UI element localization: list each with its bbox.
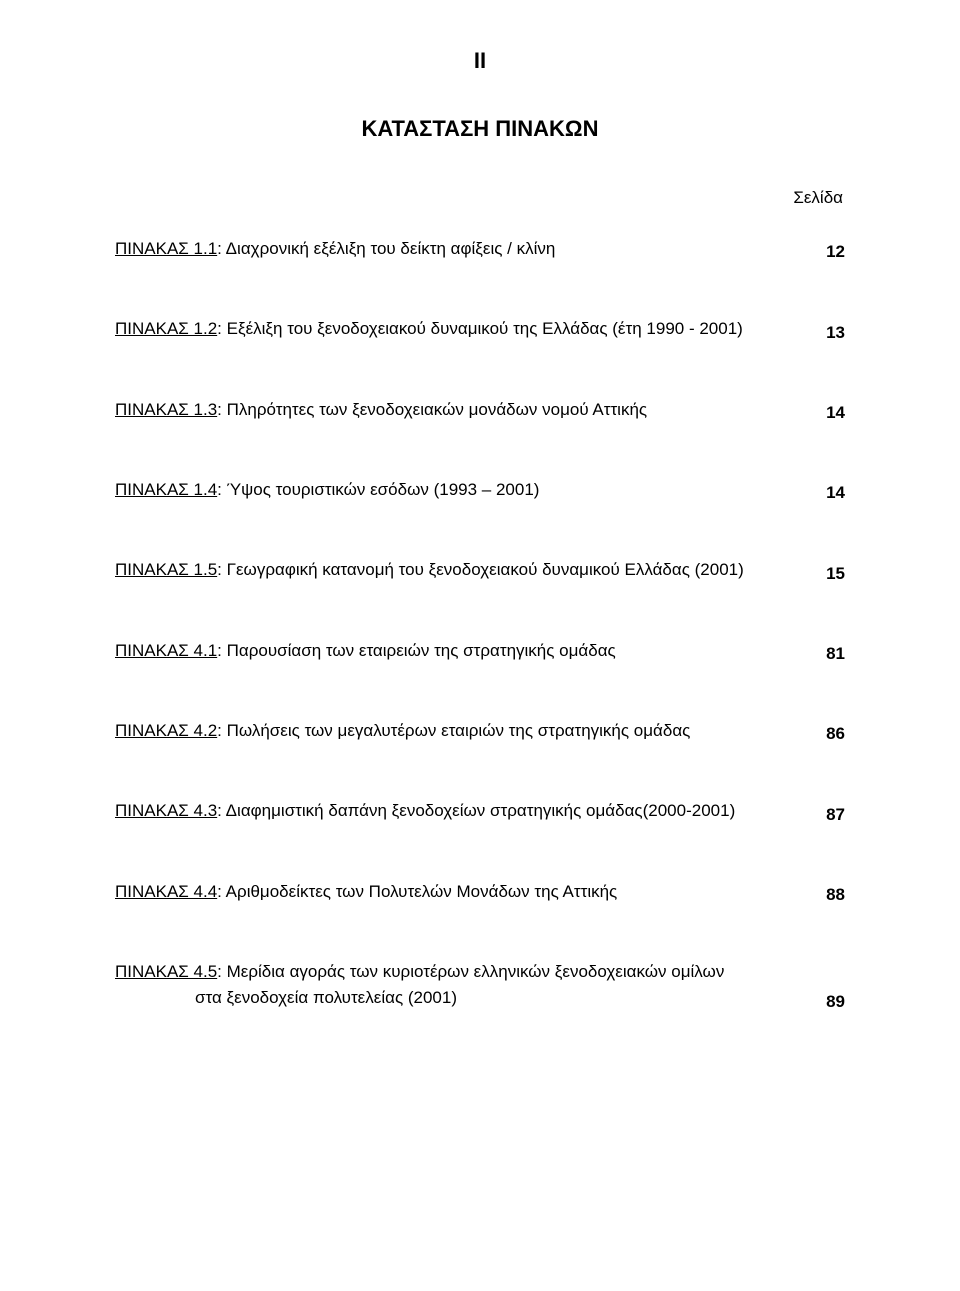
toc-entry-pagenum: 12 [815,242,845,262]
page-heading: ΚΑΤΑΣΤΑΣΗ ΠΙΝΑΚΩΝ [115,116,845,142]
toc-entry: ΠΙΝΑΚΑΣ 1.4: Ύψος τουριστικών εσόδων (19… [115,477,845,503]
toc-entry-desc: : Διαχρονική εξέλιξη του δείκτη αφίξεις … [217,239,555,258]
toc-entry-text: ΠΙΝΑΚΑΣ 4.4: Αριθμοδείκτες των Πολυτελών… [115,879,795,905]
toc-entry-text: ΠΙΝΑΚΑΣ 1.3: Πληρότητες των ξενοδοχειακώ… [115,397,795,423]
toc-entry-pagenum: 81 [815,644,845,664]
toc-entry-text: ΠΙΝΑΚΑΣ 1.1: Διαχρονική εξέλιξη του δείκ… [115,236,795,262]
toc-entry-desc-line2: στα ξενοδοχεία πολυτελείας (2001) [115,985,795,1011]
toc-entry-label: ΠΙΝΑΚΑΣ 4.2 [115,721,217,740]
toc-entry-label: ΠΙΝΑΚΑΣ 4.4 [115,882,217,901]
toc-entry-text: ΠΙΝΑΚΑΣ 4.1: Παρουσίαση των εταιρειών τη… [115,638,795,664]
toc-entry: ΠΙΝΑΚΑΣ 4.2: Πωλήσεις των μεγαλυτέρων ετ… [115,718,845,744]
toc-entry-desc: : Ύψος τουριστικών εσόδων (1993 – 2001) [217,480,539,499]
toc-entry-label: ΠΙΝΑΚΑΣ 4.3 [115,801,217,820]
toc-entry-pagenum: 87 [815,805,845,825]
toc-entry-text: ΠΙΝΑΚΑΣ 1.5: Γεωγραφική κατανομή του ξεν… [115,557,795,583]
toc-entry: ΠΙΝΑΚΑΣ 4.3: Διαφημιστική δαπάνη ξενοδοχ… [115,798,845,824]
toc-entry: ΠΙΝΑΚΑΣ 4.1: Παρουσίαση των εταιρειών τη… [115,638,845,664]
toc-entry-label: ΠΙΝΑΚΑΣ 4.1 [115,641,217,660]
toc-entry-pagenum: 13 [815,323,845,343]
toc-entry-desc: : Αριθμοδείκτες των Πολυτελών Μονάδων τη… [217,882,617,901]
toc-entry: ΠΙΝΑΚΑΣ 1.3: Πληρότητες των ξενοδοχειακώ… [115,397,845,423]
toc-entry-label: ΠΙΝΑΚΑΣ 1.4 [115,480,217,499]
toc-entry-text: ΠΙΝΑΚΑΣ 4.3: Διαφημιστική δαπάνη ξενοδοχ… [115,798,795,824]
toc-entry-pagenum: 14 [815,483,845,503]
toc-entry-pagenum: 14 [815,403,845,423]
toc-entry-pagenum: 15 [815,564,845,584]
toc-entry-desc: : Γεωγραφική κατανομή του ξενοδοχειακού … [217,560,744,579]
toc-entry-pagenum: 88 [815,885,845,905]
toc-entry-desc: : Διαφημιστική δαπάνη ξενοδοχείων στρατη… [217,801,735,820]
toc-entry-desc: : Εξέλιξη του ξενοδοχειακού δυναμικού τη… [217,319,743,338]
toc-entry-label: ΠΙΝΑΚΑΣ 1.3 [115,400,217,419]
toc-entry: ΠΙΝΑΚΑΣ 1.5: Γεωγραφική κατανομή του ξεν… [115,557,845,583]
toc-entry-text: ΠΙΝΑΚΑΣ 1.4: Ύψος τουριστικών εσόδων (19… [115,477,795,503]
toc-entry-label: ΠΙΝΑΚΑΣ 1.5 [115,560,217,579]
toc-entry-text: ΠΙΝΑΚΑΣ 1.2: Εξέλιξη του ξενοδοχειακού δ… [115,316,795,342]
column-header-page: Σελίδα [115,188,845,208]
toc-entry-text: ΠΙΝΑΚΑΣ 4.5: Μερίδια αγοράς των κυριοτέρ… [115,959,795,1012]
toc-entry: ΠΙΝΑΚΑΣ 4.5: Μερίδια αγοράς των κυριοτέρ… [115,959,845,1012]
document-page: II ΚΑΤΑΣΤΑΣΗ ΠΙΝΑΚΩΝ Σελίδα ΠΙΝΑΚΑΣ 1.1:… [0,0,960,1291]
toc-entry: ΠΙΝΑΚΑΣ 1.1: Διαχρονική εξέλιξη του δείκ… [115,236,845,262]
toc-entry: ΠΙΝΑΚΑΣ 1.2: Εξέλιξη του ξενοδοχειακού δ… [115,316,845,342]
toc-entry-desc: : Παρουσίαση των εταιρειών της στρατηγικ… [217,641,616,660]
toc-entry-label: ΠΙΝΑΚΑΣ 1.1 [115,239,217,258]
toc-entry-desc-line1: : Μερίδια αγοράς των κυριοτέρων ελληνικώ… [217,962,724,981]
toc-entry-label: ΠΙΝΑΚΑΣ 1.2 [115,319,217,338]
toc-entry-pagenum: 89 [815,992,845,1012]
toc-entry: ΠΙΝΑΚΑΣ 4.4: Αριθμοδείκτες των Πολυτελών… [115,879,845,905]
page-roman-numeral: II [115,48,845,74]
toc-entry-label: ΠΙΝΑΚΑΣ 4.5 [115,962,217,981]
toc-entry-desc: : Πωλήσεις των μεγαλυτέρων εταιριών της … [217,721,690,740]
toc-entry-pagenum: 86 [815,724,845,744]
toc-entry-text: ΠΙΝΑΚΑΣ 4.2: Πωλήσεις των μεγαλυτέρων ετ… [115,718,795,744]
toc-entry-desc: : Πληρότητες των ξενοδοχειακών μονάδων ν… [217,400,647,419]
